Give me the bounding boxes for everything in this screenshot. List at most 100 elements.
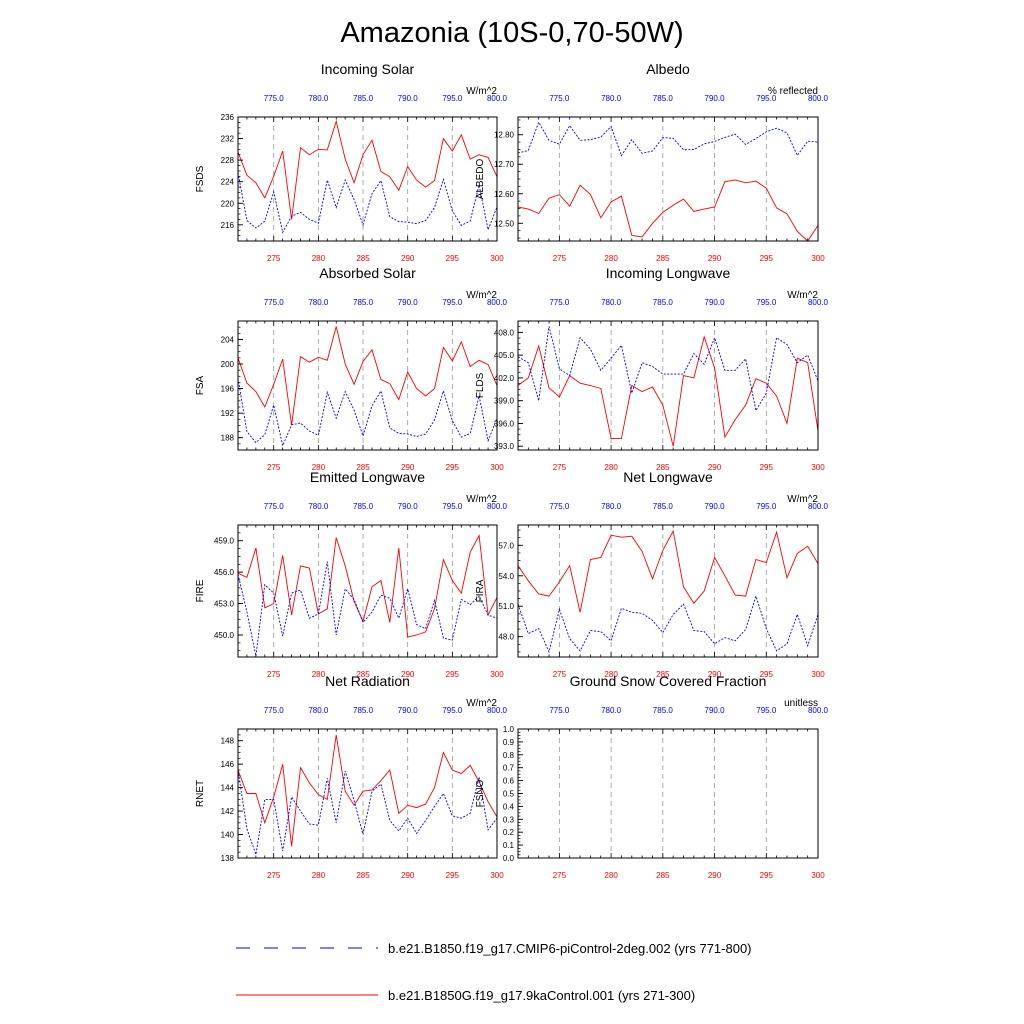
x-top-tick-label: 800.0 xyxy=(808,502,829,511)
x-bottom-tick-label: 285 xyxy=(656,463,670,472)
units-label: % reflected xyxy=(768,86,818,97)
x-bottom-tick-label: 290 xyxy=(401,254,415,263)
series-line-blue xyxy=(517,326,819,412)
x-top-tick-label: 795.0 xyxy=(442,298,463,307)
panel-title: Incoming Solar xyxy=(321,61,415,77)
x-top-tick-label: 785.0 xyxy=(653,298,674,307)
y-tick-label: 51.0 xyxy=(498,602,514,611)
y-axis-label: FSA xyxy=(195,375,206,395)
x-top-tick-label: 800.0 xyxy=(487,502,508,511)
x-top-tick-label: 800.0 xyxy=(808,298,829,307)
series-line-red xyxy=(517,529,819,613)
x-top-tick-label: 800.0 xyxy=(487,298,508,307)
x-top-tick-label: 795.0 xyxy=(756,706,777,715)
y-tick-label: 236 xyxy=(221,113,235,122)
plot-frame xyxy=(517,116,819,242)
series-line-blue xyxy=(517,121,819,157)
y-tick-label: 456.0 xyxy=(214,568,235,577)
panels: 216 220 224 228 232 236 275 280 285 290 295 300 775.… xyxy=(195,61,829,880)
y-tick-label: 0.7 xyxy=(503,764,515,773)
x-bottom-tick-label: 280 xyxy=(312,871,326,880)
x-top-tick-label: 775.0 xyxy=(264,502,285,511)
panel-title: Albedo xyxy=(646,61,690,77)
y-axis-label: FIRA xyxy=(475,579,486,602)
y-tick-label: 0.1 xyxy=(503,841,515,850)
x-bottom-tick-label: 275 xyxy=(267,463,281,472)
x-bottom-tick-label: 300 xyxy=(490,254,504,263)
y-tick-label: 204 xyxy=(221,335,235,344)
x-bottom-tick-label: 300 xyxy=(490,670,504,679)
x-top-tick-label: 795.0 xyxy=(442,502,463,511)
x-bottom-tick-label: 290 xyxy=(708,254,722,263)
series-line-blue xyxy=(237,378,498,448)
y-tick-label: 216 xyxy=(221,221,235,230)
panel-rnet: 138 140 142 144 146 148 275 280 285 290 295 300 775.… xyxy=(195,673,508,880)
y-axis-label: FLDS xyxy=(475,372,486,398)
y-tick-label: 0.9 xyxy=(503,738,515,747)
x-top-tick-label: 800.0 xyxy=(808,94,829,103)
y-tick-label: 148 xyxy=(221,737,235,746)
legend-label-blue: b.e21.B1850.f19_g17.CMIP6-piControl-2deg… xyxy=(388,941,752,956)
x-bottom-tick-label: 275 xyxy=(553,254,567,263)
y-tick-label: 140 xyxy=(221,831,235,840)
x-top-tick-label: 785.0 xyxy=(353,94,374,103)
panel-title: Net Longwave xyxy=(623,469,713,485)
x-top-tick-label: 775.0 xyxy=(264,706,285,715)
y-tick-label: 402.0 xyxy=(494,374,515,383)
panel-title: Absorbed Solar xyxy=(319,265,416,281)
y-tick-label: 0.0 xyxy=(503,854,515,863)
series-line-blue xyxy=(237,172,498,234)
x-bottom-tick-label: 290 xyxy=(401,871,415,880)
x-bottom-tick-label: 280 xyxy=(604,871,618,880)
y-tick-label: 1.0 xyxy=(503,725,515,734)
x-top-tick-label: 785.0 xyxy=(353,502,374,511)
plot-frame xyxy=(517,524,819,658)
y-tick-label: 12.60 xyxy=(494,190,515,199)
y-tick-label: 453.0 xyxy=(214,600,235,609)
panel-title: Emitted Longwave xyxy=(310,469,425,485)
units-label: W/m^2 xyxy=(787,494,818,505)
x-top-tick-label: 795.0 xyxy=(756,502,777,511)
x-top-tick-label: 775.0 xyxy=(549,298,570,307)
x-top-tick-label: 780.0 xyxy=(308,94,329,103)
x-top-tick-label: 795.0 xyxy=(442,94,463,103)
y-tick-label: 188 xyxy=(221,434,235,443)
x-bottom-tick-label: 280 xyxy=(604,254,618,263)
y-tick-label: 459.0 xyxy=(214,537,235,546)
x-top-tick-label: 790.0 xyxy=(705,298,726,307)
panel-fsno: 0.0 0.1 0.2 0.3 0.4 0.5 0.6 0.7 0.8 0.9 1.0 275 280 2… xyxy=(475,673,829,880)
plot-frame xyxy=(237,728,498,859)
units-label: W/m^2 xyxy=(466,290,497,301)
units-label: W/m^2 xyxy=(787,290,818,301)
x-bottom-tick-label: 285 xyxy=(656,871,670,880)
x-top-tick-label: 775.0 xyxy=(549,94,570,103)
plot-frame xyxy=(237,524,498,658)
series-line-blue xyxy=(237,769,498,855)
y-axis-label: RNET xyxy=(195,780,206,807)
x-bottom-tick-label: 285 xyxy=(356,670,370,679)
plot-frame xyxy=(517,320,819,451)
x-bottom-tick-label: 275 xyxy=(553,670,567,679)
panel-fsds: 216 220 224 228 232 236 275 280 285 290 295 300 775.… xyxy=(195,61,508,263)
y-tick-label: 200 xyxy=(221,360,235,369)
y-tick-label: 0.2 xyxy=(503,828,515,837)
plot-frame xyxy=(237,320,498,451)
x-top-tick-label: 775.0 xyxy=(549,706,570,715)
y-tick-label: 57.0 xyxy=(498,541,514,550)
x-bottom-tick-label: 280 xyxy=(604,670,618,679)
x-top-tick-label: 785.0 xyxy=(653,502,674,511)
panel-albedo: 12.50 12.60 12.70 12.80 275 280 285 290 295 300 77… xyxy=(475,61,829,263)
x-top-tick-label: 800.0 xyxy=(487,94,508,103)
units-label: W/m^2 xyxy=(466,698,497,709)
y-tick-label: 12.50 xyxy=(494,219,515,228)
plot-frame xyxy=(237,116,498,242)
x-top-tick-label: 785.0 xyxy=(353,298,374,307)
x-top-tick-label: 785.0 xyxy=(653,94,674,103)
x-bottom-tick-label: 290 xyxy=(401,463,415,472)
panel-fsa: 188 192 196 200 204 275 280 285 290 295 300 775.0 78… xyxy=(195,265,508,472)
y-tick-label: 0.5 xyxy=(503,790,515,799)
x-bottom-tick-label: 300 xyxy=(490,463,504,472)
x-top-tick-label: 800.0 xyxy=(808,706,829,715)
x-top-tick-label: 790.0 xyxy=(705,502,726,511)
